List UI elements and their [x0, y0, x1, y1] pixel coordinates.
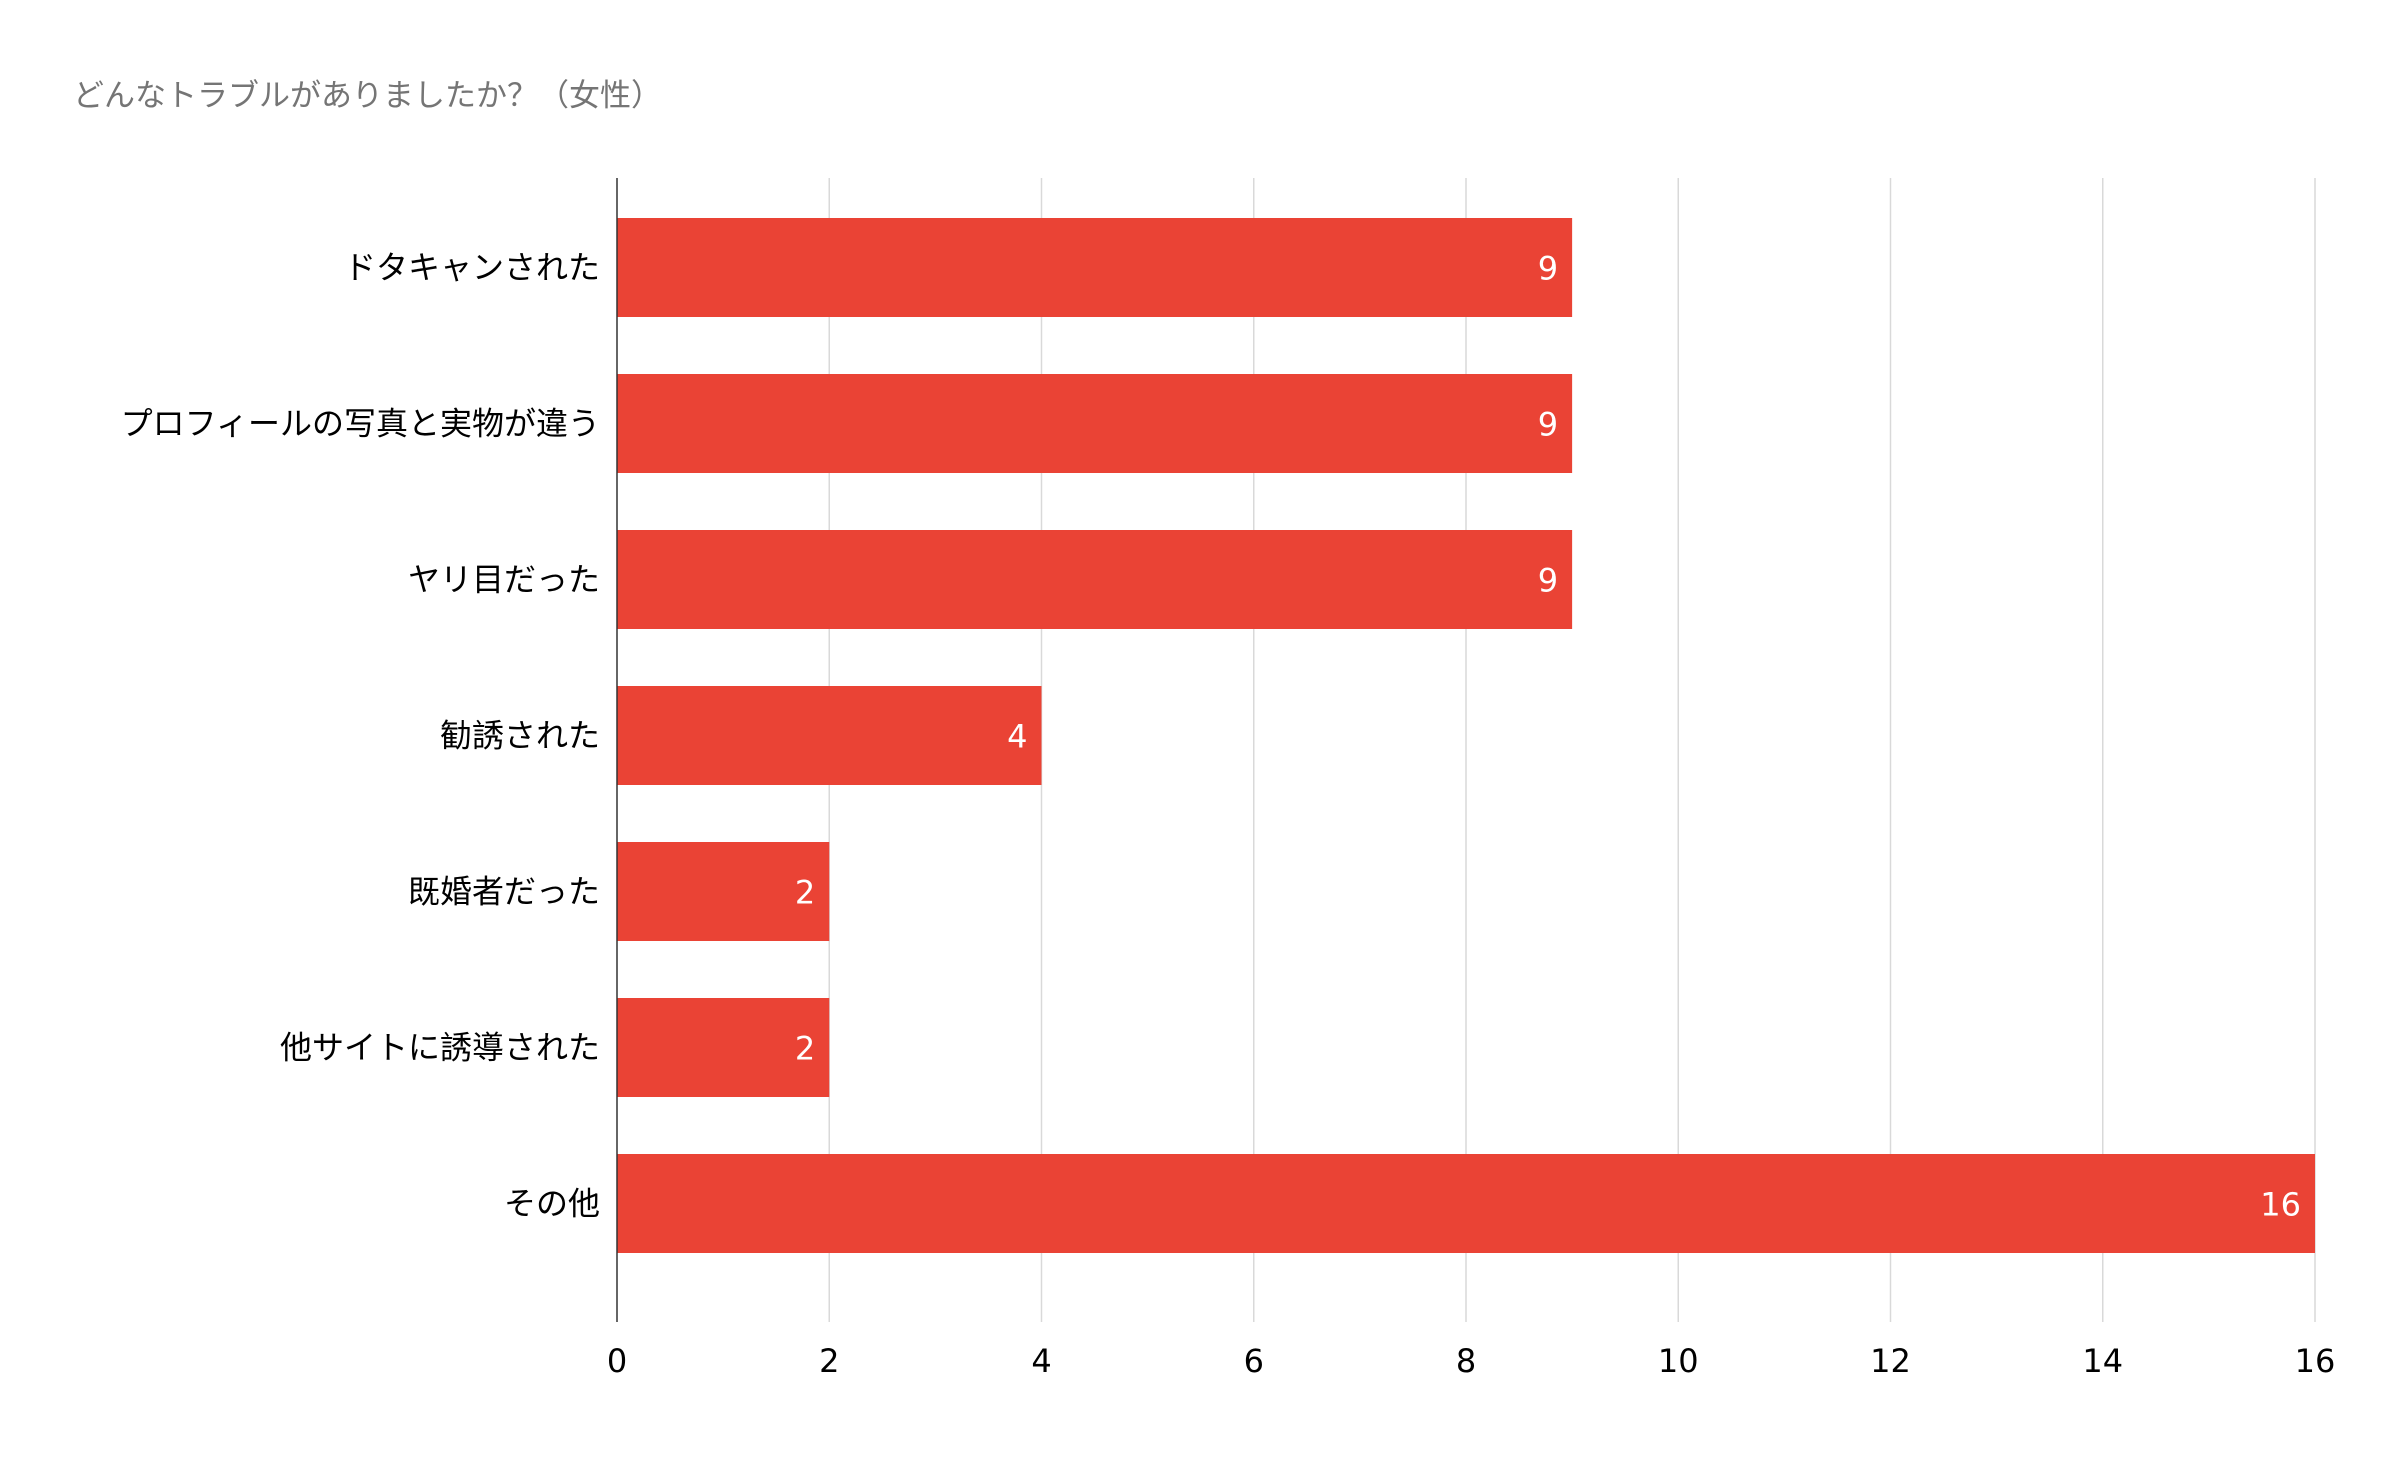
bar-4[interactable] [617, 686, 1042, 785]
x-tick-label: 14 [2082, 1342, 2123, 1380]
chart-title: どんなトラブルがありましたか？（女性） [73, 78, 662, 114]
data-label: 9 [1538, 562, 1558, 600]
data-label: 9 [1538, 250, 1558, 288]
x-tick-label: 0 [607, 1342, 627, 1380]
category-label: プロフィールの写真と実物が違う [121, 405, 600, 443]
x-tick-label: 6 [1244, 1342, 1264, 1380]
x-tick-label: 8 [1456, 1342, 1476, 1380]
data-label: 9 [1538, 406, 1558, 444]
data-label: 4 [1007, 718, 1027, 756]
bar-2[interactable] [617, 374, 1573, 473]
category-label: 勧誘された [440, 717, 600, 755]
category-label: 他サイトに誘導された [280, 1029, 600, 1067]
category-label: ヤリ目だった [408, 561, 600, 599]
category-label: 既婚者だった [408, 873, 600, 911]
x-tick-label: 12 [1870, 1342, 1911, 1380]
x-tick-label: 2 [819, 1342, 839, 1380]
x-tick-label: 4 [1031, 1342, 1051, 1380]
bar-5[interactable] [617, 842, 830, 941]
bar-1[interactable] [617, 218, 1573, 317]
data-label: 2 [795, 874, 815, 912]
gridlines [828, 178, 2316, 1322]
x-tick-label: 10 [1658, 1342, 1699, 1380]
category-label: その他 [504, 1185, 600, 1223]
bar-3[interactable] [617, 530, 1573, 629]
x-tick-label: 16 [2295, 1342, 2336, 1380]
category-label: ドタキャンされた [344, 249, 600, 287]
bar-7[interactable] [617, 1154, 2315, 1253]
bar-6[interactable] [617, 998, 830, 1097]
data-label: 16 [2260, 1186, 2301, 1224]
labels: 0 2 4 6 8 10 12 14 16 ドタキャンされた 9 プロフィールの写真と実物が違う 9 ヤリ… [121, 249, 2336, 1381]
data-label: 2 [795, 1030, 815, 1068]
bars [617, 218, 2315, 1253]
